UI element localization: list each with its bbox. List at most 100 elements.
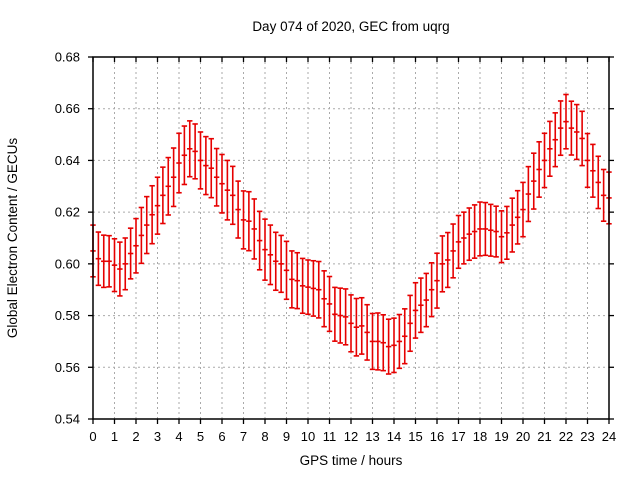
error-bar (434, 252, 440, 309)
error-bar (122, 237, 128, 291)
error-bar (600, 168, 607, 222)
error-bar (557, 100, 564, 157)
error-bar (273, 231, 279, 292)
x-tick-label: 5 (197, 429, 204, 444)
error-bar (455, 214, 462, 270)
error-bar (299, 257, 306, 315)
error-bar (176, 132, 182, 194)
error-bar (359, 296, 365, 355)
error-bar (246, 190, 252, 252)
x-tick-label: 21 (537, 429, 551, 444)
error-bar (391, 317, 397, 374)
gridlines (93, 57, 609, 419)
error-bar (230, 165, 236, 226)
error-bar (127, 227, 134, 280)
error-bar (509, 197, 515, 253)
error-bar (251, 198, 257, 260)
error-bar (267, 224, 274, 286)
error-bar (240, 190, 247, 250)
error-bar (165, 156, 171, 216)
error-bar (488, 203, 494, 257)
x-tick-label: 11 (323, 429, 337, 444)
x-tick-label: 19 (494, 429, 508, 444)
error-bar (197, 131, 204, 190)
error-bar (450, 223, 456, 279)
error-bar (144, 195, 150, 255)
y-tick-label: 0.62 (55, 205, 80, 220)
chart-title: Day 074 of 2020, GEC from uqrg (252, 19, 449, 34)
x-tick-label: 1 (111, 429, 118, 444)
error-bar (520, 181, 526, 238)
x-tick-label: 6 (218, 429, 225, 444)
x-tick-label: 22 (559, 429, 573, 444)
y-axis-label: Global Electron Content / GECUs (5, 138, 20, 339)
error-bar (289, 250, 295, 309)
error-bar (541, 132, 548, 189)
x-tick-label: 23 (580, 429, 594, 444)
x-tick-label: 0 (89, 429, 96, 444)
error-bar (574, 103, 580, 161)
error-bar (568, 100, 575, 156)
error-bar (595, 155, 601, 210)
error-bar (407, 294, 413, 353)
x-tick-label: 10 (301, 429, 315, 444)
x-tick-label: 2 (132, 429, 139, 444)
error-bar (170, 147, 177, 208)
error-bar (375, 312, 381, 371)
error-bar (256, 210, 263, 271)
x-tick-label: 15 (408, 429, 422, 444)
y-tick-labels: 0.54 0.56 0.58 0.60 0.62 0.64 0.66 0.68 (55, 50, 80, 427)
error-bar (262, 218, 268, 281)
x-tick-label: 7 (240, 429, 247, 444)
error-bar (418, 277, 424, 334)
error-bar (101, 234, 107, 289)
error-bar (154, 176, 161, 235)
y-tick-label: 0.64 (55, 153, 80, 168)
error-bar (477, 201, 483, 257)
x-tick-label: 13 (365, 429, 379, 444)
error-bar (439, 235, 446, 293)
error-bar (310, 259, 317, 317)
x-tick-label: 18 (473, 429, 487, 444)
error-bar (552, 112, 558, 168)
error-bar (466, 207, 472, 262)
error-bar (138, 206, 145, 265)
error-bar (493, 205, 499, 258)
error-bar (342, 288, 349, 346)
error-bar (536, 141, 542, 198)
error-bar (396, 313, 403, 370)
error-bar (187, 120, 193, 178)
error-bar (106, 234, 112, 288)
x-tick-label: 24 (602, 429, 616, 444)
error-bar (369, 312, 376, 371)
error-bar (547, 120, 553, 178)
error-bar (584, 132, 591, 189)
x-tick-label: 14 (387, 429, 401, 444)
error-bar (402, 308, 408, 365)
error-bar (364, 303, 370, 361)
x-axis-label: GPS time / hours (300, 453, 403, 468)
x-tick-label: 8 (261, 429, 268, 444)
error-bar (461, 211, 467, 265)
error-bar (133, 217, 139, 274)
error-bar (590, 143, 596, 198)
x-tick-labels: 0 1 2 3 4 5 6 7 8 9 10 11 12 13 14 15 16 17 18 19 20 21 22 23 24 (89, 429, 616, 444)
error-bar (353, 297, 360, 357)
error-bar (111, 237, 118, 293)
x-tick-label: 20 (516, 429, 530, 444)
x-tick-label: 9 (283, 429, 290, 444)
error-bar (192, 123, 198, 180)
y-tick-label: 0.68 (55, 50, 80, 65)
x-tick-label: 12 (344, 429, 358, 444)
error-bar (348, 294, 354, 353)
error-bar (514, 189, 521, 245)
error-bar (316, 260, 322, 319)
error-bar (326, 275, 333, 333)
error-bar (332, 286, 338, 342)
error-bar (208, 137, 214, 199)
error-bar (337, 287, 343, 344)
error-bar (203, 135, 209, 196)
error-bar (423, 272, 429, 328)
